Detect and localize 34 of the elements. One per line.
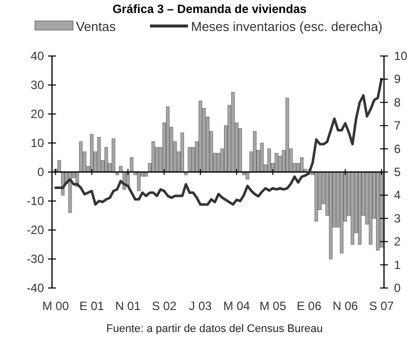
y-tick-label: -20 bbox=[26, 223, 44, 237]
x-tick-label: M 00 bbox=[42, 299, 70, 313]
y2-tick-label: 10 bbox=[394, 49, 408, 63]
y-tick-label: -30 bbox=[26, 252, 44, 266]
y2-tick-label: 9 bbox=[394, 72, 401, 86]
y-tick-label: 10 bbox=[30, 136, 44, 150]
x-tick-label: M 05 bbox=[259, 299, 286, 313]
x-tick-label: N 06 bbox=[332, 299, 358, 313]
x-tick-label: S 07 bbox=[369, 299, 394, 313]
y-tick-label: -10 bbox=[26, 194, 44, 208]
y2-tick-label: 4 bbox=[394, 188, 401, 202]
y-tick-label: -40 bbox=[26, 281, 44, 295]
x-tick-label: M 04 bbox=[223, 299, 250, 313]
y-tick-label: 20 bbox=[30, 107, 44, 121]
y2-tick-label: 6 bbox=[394, 142, 401, 156]
y2-tick-label: 5 bbox=[394, 165, 401, 179]
source-note: Fuente: a partir de datos del Census Bureau bbox=[106, 323, 323, 335]
x-tick-label: E 06 bbox=[296, 299, 322, 313]
x-tick-label: J 03 bbox=[189, 299, 212, 313]
x-tick-label: S 02 bbox=[152, 299, 177, 313]
y2-tick-label: 1 bbox=[394, 258, 401, 272]
y2-tick-label: 7 bbox=[394, 118, 401, 133]
y-tick-label: 30 bbox=[30, 78, 44, 92]
y-tick-label: 40 bbox=[30, 49, 44, 63]
x-tick-label: N 01 bbox=[115, 299, 141, 313]
y2-tick-label: 2 bbox=[394, 234, 401, 249]
chart-title: Gráfica 3 – Demanda de viviendas bbox=[112, 2, 307, 16]
y2-tick-label: 0 bbox=[394, 281, 401, 295]
y2-tick-label: 8 bbox=[394, 95, 401, 110]
legend-label: Ventas bbox=[76, 19, 116, 34]
y2-tick-label: 3 bbox=[394, 211, 401, 226]
x-tick-label: E 01 bbox=[79, 299, 104, 313]
y-tick-label: 0 bbox=[37, 165, 44, 179]
legend-label: Meses inventarios (esc. derecha) bbox=[191, 19, 382, 34]
